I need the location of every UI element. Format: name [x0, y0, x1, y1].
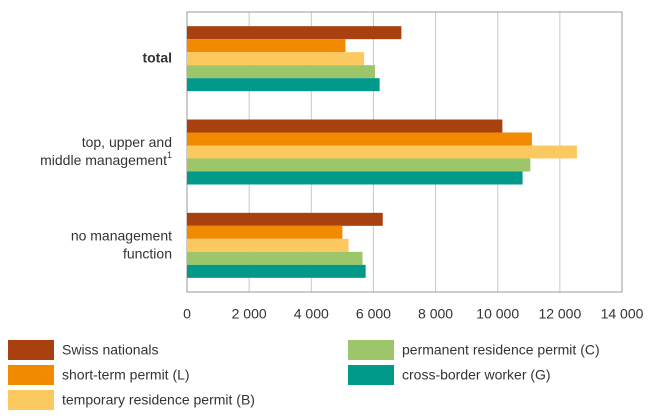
legend-label: cross-border worker (G): [402, 367, 551, 383]
x-tick-label: 8 000: [418, 306, 453, 322]
bar: [187, 39, 346, 53]
bar: [187, 264, 366, 278]
bar: [187, 132, 532, 146]
x-tick-label: 14 000: [601, 306, 644, 322]
footnote-mark: 1: [167, 150, 172, 160]
bar: [187, 158, 531, 172]
bar: [187, 78, 380, 92]
category-line: no management: [71, 227, 172, 243]
bar: [187, 238, 349, 252]
category-line: total: [142, 49, 172, 65]
x-tick-label: 2 000: [232, 306, 267, 322]
x-tick-label: 6 000: [356, 306, 391, 322]
category-line: function: [123, 245, 172, 261]
x-tick-label: 12 000: [538, 306, 581, 322]
category-label: no management function: [71, 227, 172, 261]
legend-swatch: [8, 340, 54, 360]
bar: [187, 212, 383, 226]
legend-swatch: [348, 340, 394, 360]
x-tick-label: 4 000: [294, 306, 329, 322]
bar: [187, 65, 375, 79]
bar: [187, 225, 343, 239]
category-line: middle management: [40, 152, 167, 168]
category-label: total: [142, 49, 172, 65]
legend-label: permanent residence permit (C): [402, 342, 600, 358]
category-label: top, upper and middle management1: [40, 134, 172, 168]
bar: [187, 26, 402, 40]
legend-label: Swiss nationals: [62, 342, 159, 358]
legend-swatch: [8, 365, 54, 385]
legend-label: short-term permit (L): [62, 367, 190, 383]
x-tick-label: 10 000: [476, 306, 519, 322]
legend-swatch: [8, 390, 54, 410]
x-tick-label: 0: [183, 306, 191, 322]
legend-swatch: [348, 365, 394, 385]
bar: [187, 251, 363, 265]
legend-label: temporary residence permit (B): [62, 392, 255, 408]
bar: [187, 145, 577, 159]
category-line: top, upper and: [82, 134, 172, 150]
bar: [187, 52, 365, 66]
bar: [187, 119, 503, 133]
bar: [187, 171, 523, 185]
